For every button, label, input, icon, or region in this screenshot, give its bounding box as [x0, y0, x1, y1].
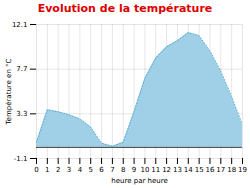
- svg-text:18: 18: [227, 166, 236, 174]
- svg-text:13: 13: [173, 166, 182, 174]
- svg-text:0: 0: [34, 166, 38, 174]
- svg-text:19: 19: [238, 166, 247, 174]
- svg-text:5: 5: [88, 166, 92, 174]
- svg-text:1: 1: [45, 166, 49, 174]
- svg-text:Température en °C: Température en °C: [5, 58, 13, 125]
- svg-text:16: 16: [206, 166, 215, 174]
- svg-text:3: 3: [67, 166, 71, 174]
- svg-text:9: 9: [132, 166, 136, 174]
- svg-text:14: 14: [184, 166, 193, 174]
- svg-text:-1.1: -1.1: [14, 155, 28, 163]
- svg-text:10: 10: [140, 166, 149, 174]
- svg-text:2: 2: [56, 166, 60, 174]
- svg-text:17: 17: [216, 166, 225, 174]
- svg-text:11: 11: [151, 166, 160, 174]
- svg-text:heure par heure: heure par heure: [111, 177, 167, 185]
- svg-text:3.3: 3.3: [16, 110, 27, 118]
- svg-text:7: 7: [110, 166, 114, 174]
- svg-text:7.7: 7.7: [16, 65, 27, 73]
- svg-text:4: 4: [78, 166, 83, 174]
- svg-text:6: 6: [99, 166, 104, 174]
- html-text:Evolution de la température: Evolution de la température: [37, 2, 213, 15]
- svg-text:12: 12: [162, 166, 171, 174]
- svg-text:8: 8: [121, 166, 125, 174]
- svg-text:15: 15: [195, 166, 204, 174]
- svg-text:12.1: 12.1: [12, 21, 28, 29]
